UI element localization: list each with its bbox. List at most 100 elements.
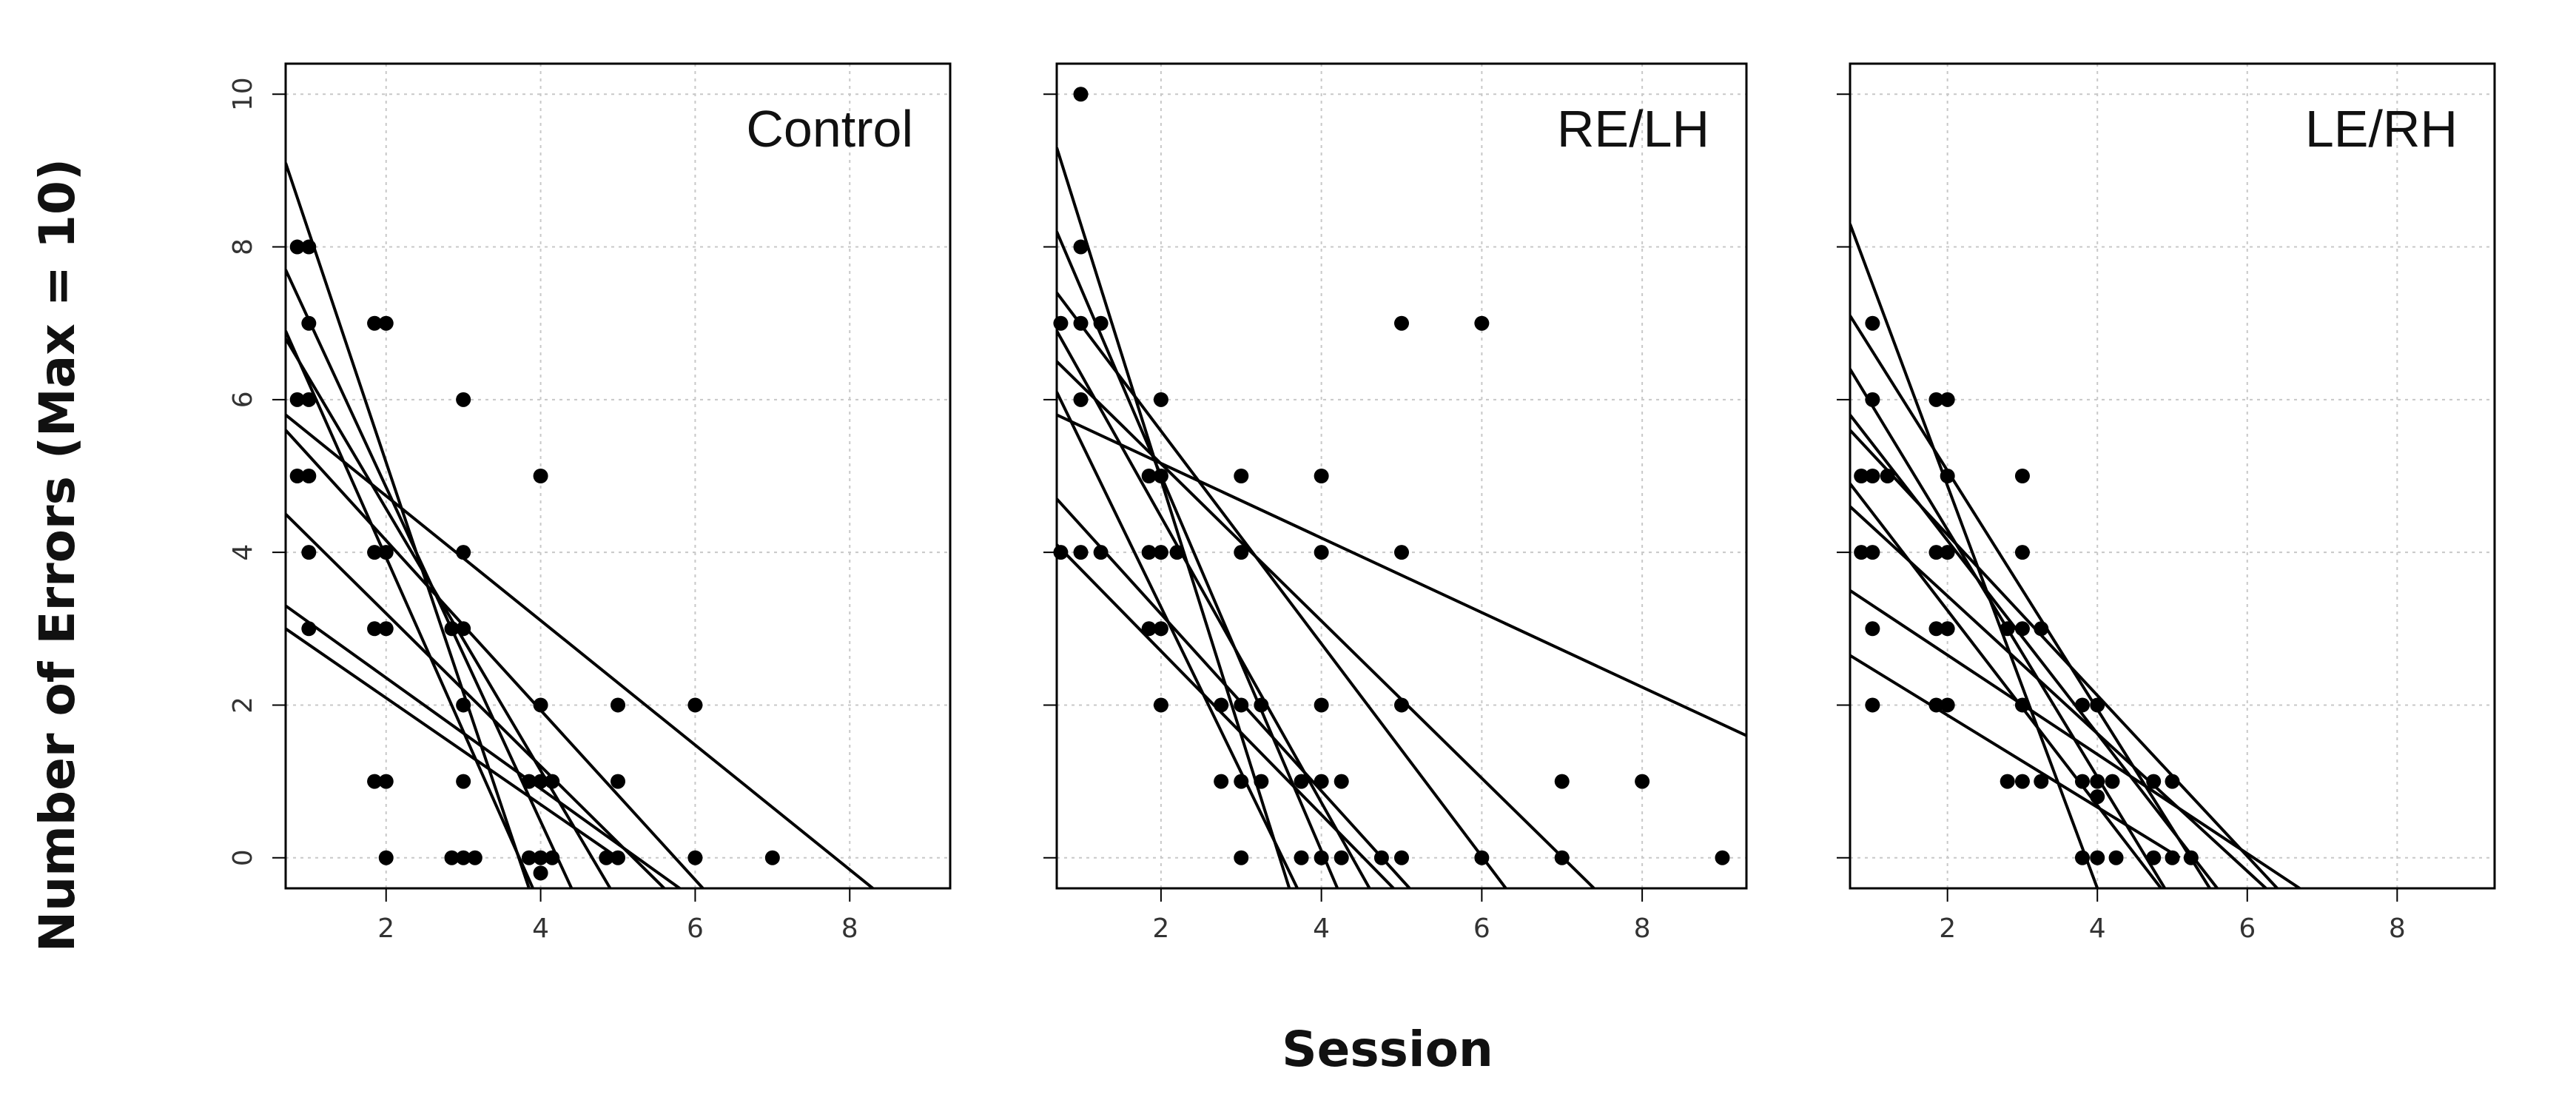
data-point	[687, 850, 703, 865]
data-point	[533, 850, 548, 865]
data-point	[1865, 697, 1880, 713]
data-point	[1865, 392, 1880, 407]
x-tick-label: 4	[1313, 913, 1330, 944]
data-point	[2090, 850, 2105, 865]
data-point	[1940, 392, 1955, 407]
data-point	[599, 850, 614, 865]
data-point	[533, 469, 548, 483]
x-tick-label: 8	[2389, 913, 2406, 944]
data-point	[1854, 545, 1869, 560]
data-point	[456, 545, 471, 560]
regression-line	[1850, 589, 2301, 888]
regression-line	[1057, 292, 1507, 888]
regression-lines	[1057, 147, 1746, 888]
data-point	[1153, 545, 1168, 560]
data-point	[1314, 545, 1329, 560]
data-point	[301, 469, 317, 483]
data-point	[1865, 315, 1880, 331]
data-point	[1394, 697, 1409, 713]
data-point	[1928, 621, 1944, 637]
data-point	[1865, 469, 1880, 483]
data-point	[1073, 87, 1089, 102]
data-point	[2105, 774, 2120, 789]
data-point	[1314, 774, 1329, 789]
data-points	[1053, 87, 1730, 865]
data-point	[533, 774, 548, 789]
data-point	[301, 239, 317, 255]
data-point	[456, 392, 471, 407]
y-tick-label: 10	[228, 77, 258, 111]
data-point	[378, 850, 394, 865]
x-tick-label: 4	[2089, 913, 2106, 944]
data-point	[2034, 621, 2049, 637]
data-point	[289, 469, 305, 483]
data-point	[545, 774, 560, 789]
data-point	[1073, 545, 1089, 560]
data-point	[289, 239, 305, 255]
data-point	[1073, 315, 1089, 331]
regression-line	[1057, 330, 1371, 888]
data-point	[1141, 621, 1157, 637]
panel-2: 2 4 6 8 RE/LH	[1043, 62, 1748, 944]
data-point	[2074, 850, 2090, 865]
x-tick-label: 2	[1152, 913, 1169, 944]
data-point	[2034, 774, 2049, 789]
data-point	[289, 392, 305, 407]
data-point	[456, 850, 471, 865]
data-point	[1153, 392, 1168, 407]
data-point	[2074, 697, 2090, 713]
data-point	[1928, 545, 1944, 560]
data-point	[1234, 850, 1249, 865]
data-point	[2014, 545, 2030, 560]
data-point	[1214, 697, 1229, 713]
regression-line	[286, 604, 681, 888]
regression-line	[286, 330, 534, 888]
data-point	[444, 621, 460, 637]
regression-line	[286, 627, 619, 859]
panel-1: 2 4 6 8 0 2 4 6 8 10 Control	[228, 62, 952, 944]
data-point	[1865, 621, 1880, 637]
panel-title: Control	[746, 100, 913, 158]
data-point	[1314, 697, 1329, 713]
data-point	[1394, 315, 1409, 331]
data-point	[1880, 469, 1895, 483]
panels: 2 4 6 8 0 2 4 6 8 10 Control 2 4 6 8 RE/LH 2 4 6 8 LE/RH	[228, 62, 2496, 944]
data-point	[2146, 850, 2162, 865]
data-point	[1141, 469, 1157, 483]
x-tick-label: 6	[687, 913, 704, 944]
data-point	[1928, 697, 1944, 713]
regression-line	[1057, 497, 1411, 888]
data-point	[1234, 774, 1249, 789]
regression-line	[1057, 413, 1746, 737]
data-point	[2183, 850, 2199, 865]
data-point	[2014, 774, 2030, 789]
regression-line	[1850, 505, 2267, 888]
data-point	[1214, 774, 1229, 789]
data-point	[1153, 621, 1168, 637]
y-axis-title: Number of Errors (Max = 10)	[29, 158, 86, 952]
data-point	[2090, 697, 2105, 713]
data-point	[1254, 697, 1269, 713]
data-point	[367, 315, 383, 331]
x-tick-label: 4	[532, 913, 549, 944]
data-point	[1373, 850, 1389, 865]
regression-line	[286, 338, 612, 888]
data-point	[1928, 392, 1944, 407]
data-point	[1334, 774, 1349, 789]
data-point	[1153, 697, 1168, 713]
x-tick-label: 2	[1939, 913, 1956, 944]
data-point	[1334, 850, 1349, 865]
data-point	[1554, 774, 1570, 789]
data-point	[367, 621, 383, 637]
x-axis-title: Session	[1282, 1021, 1493, 1078]
panel-title: RE/LH	[1557, 100, 1709, 158]
data-point	[1394, 545, 1409, 560]
data-point	[1474, 850, 1490, 865]
data-point	[2165, 774, 2180, 789]
data-point	[1294, 850, 1309, 865]
data-point	[1940, 697, 1955, 713]
data-point	[1169, 545, 1185, 560]
data-point	[1554, 850, 1570, 865]
regression-line	[1850, 223, 2099, 888]
